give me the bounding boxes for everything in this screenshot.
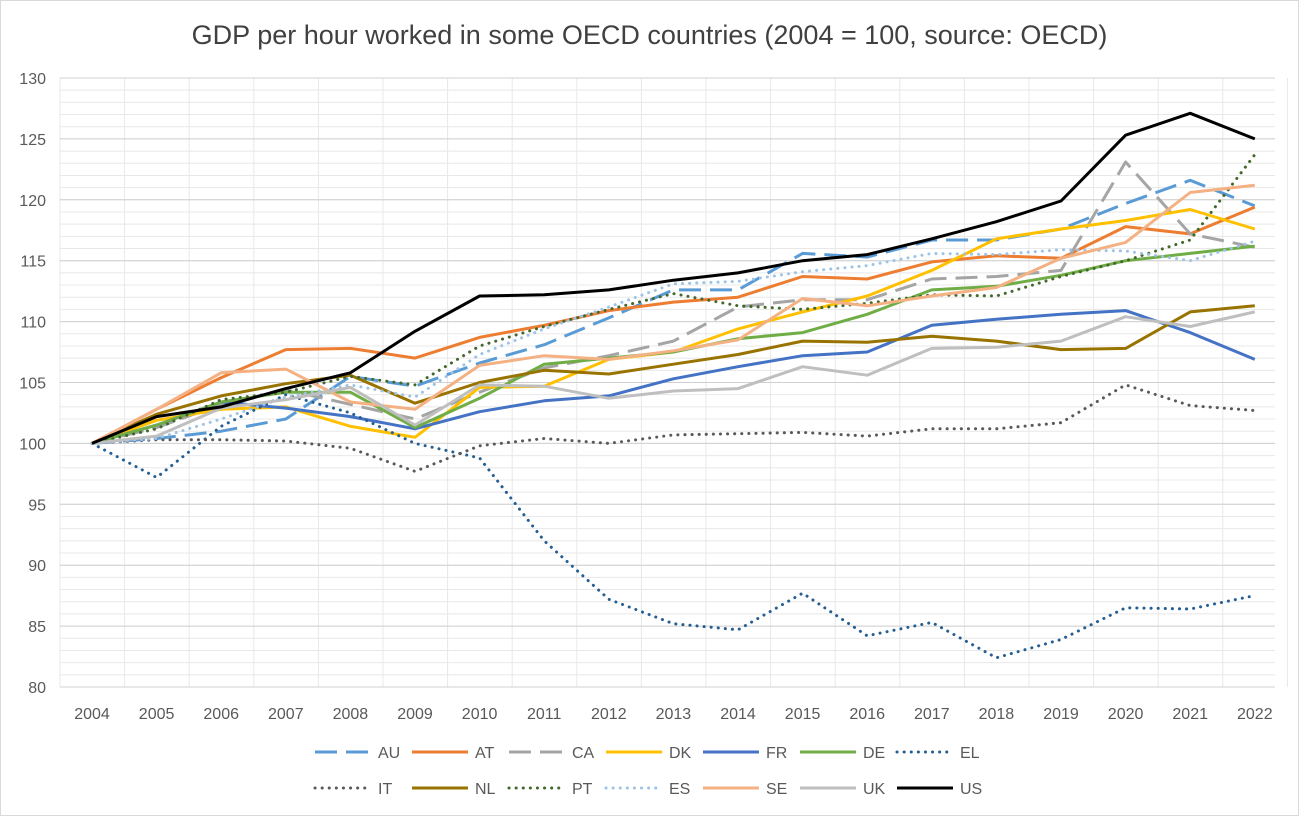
legend-label: PT	[572, 781, 593, 798]
x-tick-label: 2004	[74, 706, 110, 723]
legend-label: AU	[378, 745, 400, 762]
series-line-nl	[91, 304, 1255, 445]
legend-label: FR	[766, 745, 787, 762]
legend: AU AT CA DK FR DE EL IT NL PT ES SE UK US	[313, 745, 982, 798]
legend-label: CA	[572, 745, 595, 762]
legend-label: DK	[669, 745, 692, 762]
x-tick-label: 2014	[720, 706, 756, 723]
x-tick-label: 2008	[333, 706, 369, 723]
legend-item-de: DE	[800, 745, 885, 762]
y-tick-label: 90	[28, 558, 46, 575]
legend-label: ES	[669, 781, 690, 798]
series-line-fr	[91, 309, 1256, 445]
legend-item-us: US	[897, 781, 982, 798]
x-tick-label: 2017	[914, 706, 950, 723]
x-tick-label: 2018	[979, 706, 1015, 723]
legend-item-au: AU	[315, 745, 400, 762]
legend-item-fr: FR	[703, 745, 787, 762]
legend-label: EL	[960, 745, 980, 762]
chart-title: GDP per hour worked in some OECD countri…	[191, 20, 1108, 50]
y-tick-label: 130	[19, 71, 46, 88]
legend-item-el: EL	[895, 745, 980, 762]
x-tick-label: 2021	[1172, 706, 1208, 723]
legend-item-nl: NL	[412, 781, 496, 798]
y-tick-label: 110	[20, 315, 46, 332]
series-line-au	[91, 178, 1256, 445]
x-tick-label: 2013	[656, 706, 692, 723]
legend-item-it: IT	[313, 781, 392, 798]
series-line-uk	[91, 310, 1256, 445]
x-tick-label: 2020	[1108, 706, 1144, 723]
legend-label: AT	[475, 745, 494, 762]
legend-label: NL	[475, 781, 496, 798]
x-tick-label: 2019	[1043, 706, 1079, 723]
y-tick-label: 120	[19, 193, 46, 210]
x-tick-label: 2015	[785, 706, 821, 723]
series-line-it	[90, 383, 1257, 473]
x-tick-label: 2022	[1237, 706, 1273, 723]
x-tick-label: 2010	[462, 706, 498, 723]
y-tick-label: 105	[19, 376, 46, 393]
y-tick-label: 125	[19, 132, 46, 149]
legend-item-pt: PT	[507, 781, 593, 798]
series-line-de	[91, 244, 1255, 445]
series-lines	[90, 111, 1257, 660]
y-tick-label: 85	[28, 619, 46, 636]
series-line-pt	[90, 153, 1257, 445]
legend-item-at: AT	[412, 745, 494, 762]
x-tick-label: 2016	[849, 706, 885, 723]
x-axis-tick-labels: 2004 2005 2006 2007 2008 2009 2010 2011 2012 2013…	[74, 706, 1272, 723]
x-tick-label: 2007	[268, 706, 304, 723]
legend-item-ca: CA	[509, 745, 595, 762]
y-tick-label: 80	[28, 680, 46, 697]
x-tick-label: 2012	[591, 706, 627, 723]
legend-item-es: ES	[604, 781, 690, 798]
legend-label: UK	[863, 781, 886, 798]
series-line-se	[91, 183, 1255, 445]
x-tick-label: 2005	[139, 706, 175, 723]
y-tick-label: 115	[20, 254, 46, 271]
y-tick-label: 95	[28, 497, 46, 514]
series-line-dk	[91, 208, 1256, 445]
legend-item-se: SE	[703, 781, 787, 798]
x-tick-label: 2011	[527, 706, 562, 723]
grid-lines	[59, 77, 1288, 688]
series-line-us	[91, 111, 1256, 445]
legend-label: DE	[863, 745, 885, 762]
legend-label: SE	[766, 781, 787, 798]
y-axis-tick-labels: 80 85 90 95 100 105 110 115 120 125 130	[19, 71, 46, 697]
x-tick-label: 2009	[397, 706, 433, 723]
x-tick-label: 2006	[203, 706, 239, 723]
legend-item-uk: UK	[800, 781, 886, 798]
legend-item-dk: DK	[606, 745, 692, 762]
y-tick-label: 100	[19, 436, 46, 453]
legend-label: US	[960, 781, 982, 798]
legend-label: IT	[378, 781, 392, 798]
series-line-el	[90, 393, 1257, 660]
